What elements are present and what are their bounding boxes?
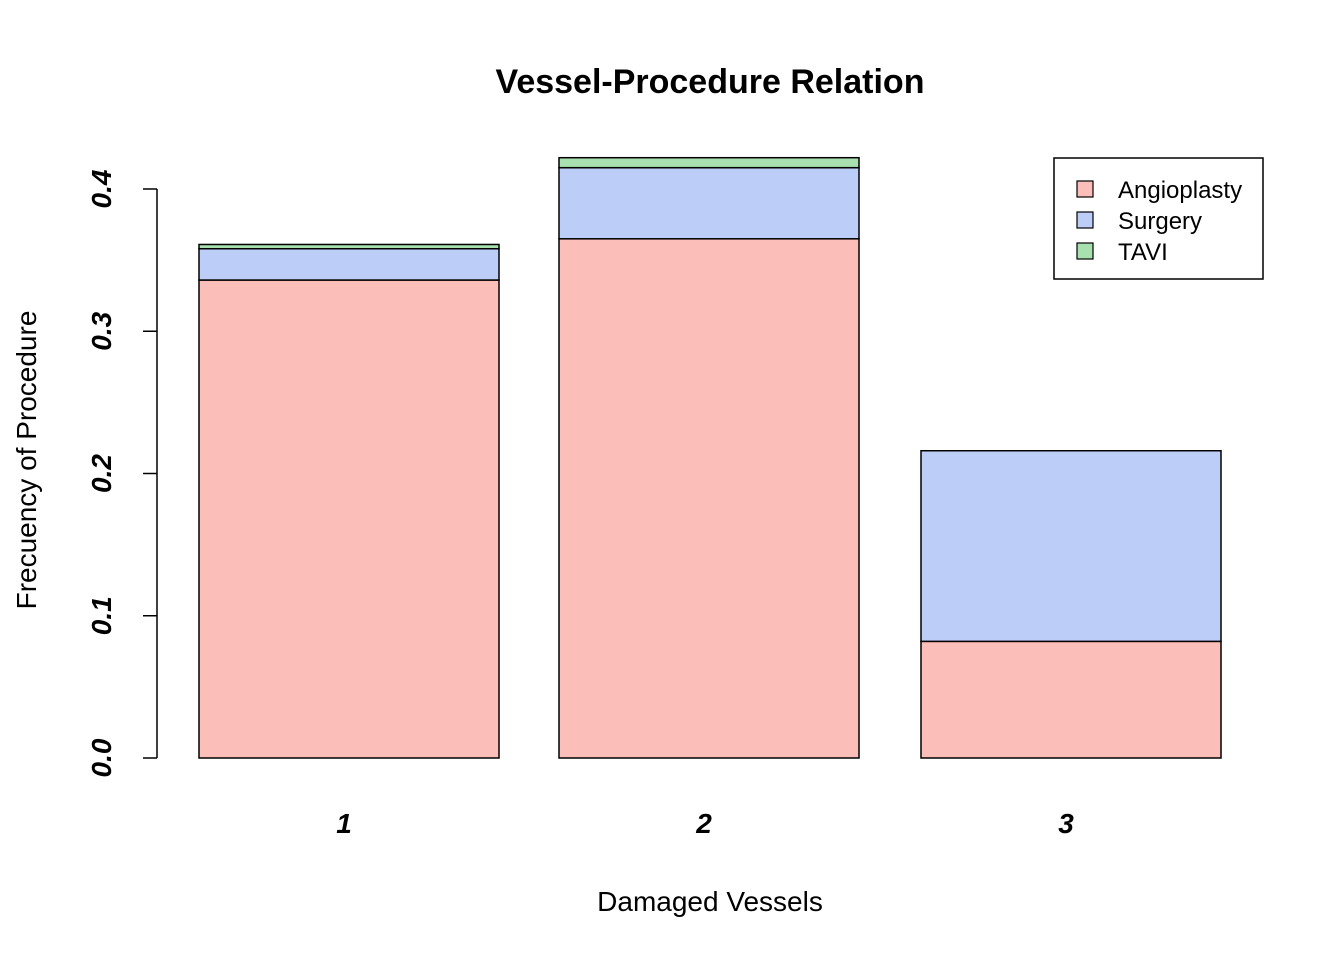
y-tick-label: 0.3 bbox=[86, 311, 117, 350]
legend-swatch-surgery bbox=[1076, 211, 1094, 229]
bar-segment-surgery-2 bbox=[558, 166, 860, 240]
y-tick-label: 0.1 bbox=[86, 596, 117, 635]
legend: Angioplasty Surgery TAVI bbox=[1053, 157, 1264, 280]
bar-segment-tavi-2 bbox=[558, 156, 860, 169]
bar-segment-surgery-3 bbox=[920, 449, 1222, 643]
x-tick-label: 3 bbox=[1058, 808, 1074, 839]
y-axis: 0.0 0.1 0.2 0.3 0.4 bbox=[86, 169, 158, 777]
x-axis-label: Damaged Vessels bbox=[597, 886, 823, 917]
x-tick-label: 1 bbox=[336, 808, 352, 839]
legend-swatch-angioplasty bbox=[1076, 180, 1094, 198]
x-tick-labels: 1 2 3 bbox=[336, 808, 1074, 839]
bar-segment-tavi-1 bbox=[198, 243, 500, 250]
x-tick-label: 2 bbox=[695, 808, 712, 839]
y-tick-label: 0.4 bbox=[86, 169, 117, 208]
legend-label-tavi: TAVI bbox=[1118, 239, 1168, 266]
y-tick-label: 0.2 bbox=[86, 454, 117, 493]
bar-segment-angioplasty-3 bbox=[920, 640, 1222, 759]
y-tick-label: 0.0 bbox=[86, 738, 117, 777]
legend-swatch-tavi bbox=[1076, 242, 1094, 260]
bar-segment-angioplasty-1 bbox=[198, 279, 500, 759]
bars bbox=[198, 156, 1222, 759]
bar-segment-surgery-1 bbox=[198, 247, 500, 281]
legend-label-surgery: Surgery bbox=[1118, 208, 1202, 235]
legend-label-angioplasty: Angioplasty bbox=[1118, 177, 1242, 204]
y-axis-label: Frecuency of Procedure bbox=[11, 311, 42, 610]
bar-segment-angioplasty-2 bbox=[558, 238, 860, 759]
chart-title: Vessel-Procedure Relation bbox=[496, 63, 925, 101]
